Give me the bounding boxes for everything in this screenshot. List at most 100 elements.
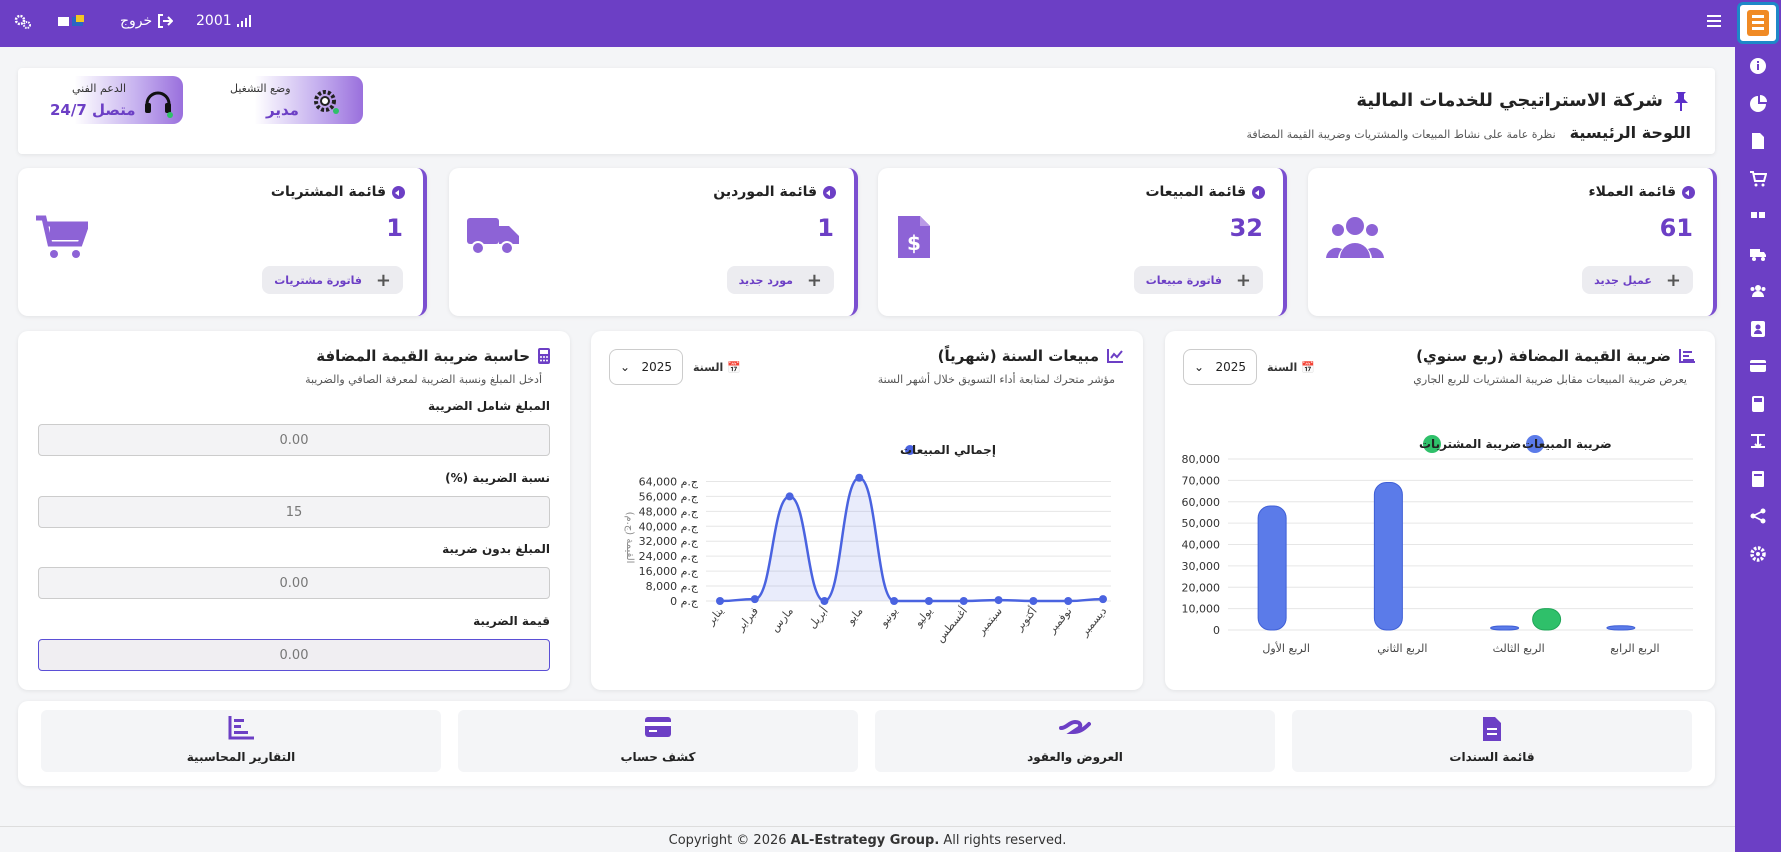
sales-point[interactable] xyxy=(1029,597,1038,605)
x-tick-label: الربع الثالث xyxy=(1493,642,1545,655)
sales-point[interactable] xyxy=(959,597,968,605)
y-tick-label: 16,000 ج.م xyxy=(639,565,699,578)
sales-point[interactable] xyxy=(924,597,933,605)
transfer-icon[interactable] xyxy=(1749,432,1767,450)
x-tick-label: ديسمبر xyxy=(1077,605,1109,640)
sales-year-select[interactable]: ⌄ 2025 xyxy=(609,349,683,385)
stat-value: 1 xyxy=(386,214,403,242)
vat-calculator-card: حاسبة ضريبة القيمة المضافة أدخل المبلغ و… xyxy=(18,331,570,690)
users-icon[interactable] xyxy=(1749,282,1767,300)
x-tick-label: الربع الأول xyxy=(1262,641,1310,655)
handshake-icon xyxy=(1059,716,1091,739)
truck-icon[interactable] xyxy=(1749,245,1767,263)
legend-label[interactable]: ضريبة المبيعات xyxy=(1522,437,1612,451)
pie-chart-icon[interactable] xyxy=(1749,94,1767,113)
share-icon[interactable] xyxy=(1749,507,1767,525)
support-label: الدعم الفني xyxy=(72,82,127,95)
stat-button-label: فاتورة مبيعات xyxy=(1145,273,1222,287)
sales-point[interactable] xyxy=(750,595,759,604)
vat-bar[interactable] xyxy=(1373,482,1403,631)
stat-title: قائمة العملاء xyxy=(1588,184,1676,200)
arrow-circle-icon xyxy=(1252,185,1265,199)
stat-add-button[interactable]: + فاتورة مبيعات xyxy=(1133,266,1263,294)
sales-point[interactable] xyxy=(1064,597,1073,605)
cart-icon xyxy=(36,214,91,263)
sales-point[interactable] xyxy=(716,597,724,605)
vat-bar[interactable] xyxy=(1257,505,1287,631)
gross-amount-input[interactable]: 0.00 xyxy=(38,424,550,456)
top-navbar: خروج 2001 xyxy=(0,0,1735,47)
credit-card-icon[interactable] xyxy=(1749,357,1767,375)
calculator-icon[interactable] xyxy=(1749,395,1767,413)
legend-label[interactable]: ضريبة المشتريات xyxy=(1419,437,1521,451)
sales-point[interactable] xyxy=(890,597,899,605)
vat-bar[interactable] xyxy=(1490,625,1520,631)
info-icon[interactable] xyxy=(1749,57,1767,75)
y-tick-label: 0 ج.م xyxy=(670,595,699,608)
quick-link[interactable]: العروض والعقود xyxy=(875,710,1275,772)
hamburger-icon[interactable] xyxy=(1707,15,1721,27)
stat-card: قائمة المشتريات 1 + فاتورة مشتريات xyxy=(18,168,427,316)
calculator-subtitle: أدخل المبلغ ونسبة الضريبة لمعرفة الصافي … xyxy=(305,373,542,386)
vat-year-select[interactable]: ⌄ 2025 xyxy=(1183,349,1257,385)
report-chart-icon xyxy=(228,716,254,743)
x-tick-label: نوفمبر xyxy=(1045,605,1075,637)
stat-title-link[interactable]: قائمة الموردين xyxy=(713,184,836,200)
document-icon[interactable] xyxy=(1749,132,1767,150)
tax-amount-field[interactable]: 0.00 xyxy=(38,639,550,671)
sales-point[interactable] xyxy=(994,596,1003,605)
stat-title: قائمة الموردين xyxy=(713,184,817,200)
quote-icon[interactable] xyxy=(1749,207,1767,225)
truck-icon xyxy=(467,214,519,259)
sales-point[interactable] xyxy=(785,492,794,501)
y-tick-label: 48,000 ج.م xyxy=(639,505,699,518)
gears-icon[interactable] xyxy=(14,14,32,30)
stat-title-link[interactable]: قائمة المبيعات xyxy=(1145,184,1265,200)
y-tick-label: 10,000 xyxy=(1182,603,1221,616)
vat-bar[interactable] xyxy=(1606,625,1636,631)
stat-title-link[interactable]: قائمة العملاء xyxy=(1588,184,1695,200)
x-tick-label: سبتمبر xyxy=(974,605,1005,638)
y-tick-label: 50,000 xyxy=(1182,517,1221,530)
sales-point[interactable] xyxy=(820,597,829,605)
support-badge: الدعم الفني متصل 24/7 xyxy=(28,76,183,124)
x-tick-label: يناير xyxy=(704,605,727,629)
sales-point[interactable] xyxy=(855,473,864,482)
chevron-down-icon: ⌄ xyxy=(620,360,631,374)
logout-icon xyxy=(158,14,174,28)
stat-add-button[interactable]: + فاتورة مشتريات xyxy=(262,266,403,294)
legend-swatch xyxy=(905,445,915,455)
stat-card: قائمة العملاء 61 + عميل جديد xyxy=(1308,168,1717,316)
sales-point[interactable] xyxy=(1099,595,1107,604)
stat-title-link[interactable]: قائمة المشتريات xyxy=(271,184,405,200)
arrow-circle-icon xyxy=(1682,185,1695,199)
quick-link[interactable]: قائمة السندات xyxy=(1292,710,1692,772)
sales-chart-title: مبيعات السنة (شهرياً) xyxy=(937,347,1099,365)
logout-button[interactable]: خروج xyxy=(120,13,174,29)
legend-label[interactable]: إجمالي المبيعات xyxy=(900,443,996,457)
net-amount-field[interactable]: 0.00 xyxy=(38,567,550,599)
vat-year-label: 📅 السنة xyxy=(1267,360,1315,374)
cart-icon[interactable] xyxy=(1749,170,1767,188)
x-tick-label: يونيو xyxy=(876,605,900,630)
book-icon[interactable] xyxy=(1749,470,1767,488)
mode-badge: وضع التشغيل مدير xyxy=(208,76,363,124)
quick-link-label: كشف حساب xyxy=(620,750,696,764)
stat-value: 1 xyxy=(817,214,834,242)
quick-link[interactable]: التقارير المحاسبية xyxy=(41,710,441,772)
stat-add-button[interactable]: + مورد جديد xyxy=(726,266,834,294)
app-logo[interactable] xyxy=(1737,2,1779,44)
calculator-icon xyxy=(538,348,550,364)
support-value: متصل 24/7 xyxy=(50,101,136,119)
stat-add-button[interactable]: + عميل جديد xyxy=(1582,266,1693,294)
contact-card-icon[interactable] xyxy=(1749,320,1767,338)
users-icon xyxy=(1326,214,1384,263)
footer-brand[interactable]: AL-Estrategy Group. xyxy=(790,833,940,848)
tax-rate-input[interactable]: 15 xyxy=(38,496,550,528)
cog-icon[interactable] xyxy=(1749,545,1767,563)
vat-bar[interactable] xyxy=(1532,608,1562,631)
flags-icon[interactable] xyxy=(58,14,94,30)
y-axis-label: القيمة (ج.م) xyxy=(624,512,635,564)
quick-link[interactable]: كشف حساب xyxy=(458,710,858,772)
mode-label: وضع التشغيل xyxy=(230,82,291,95)
